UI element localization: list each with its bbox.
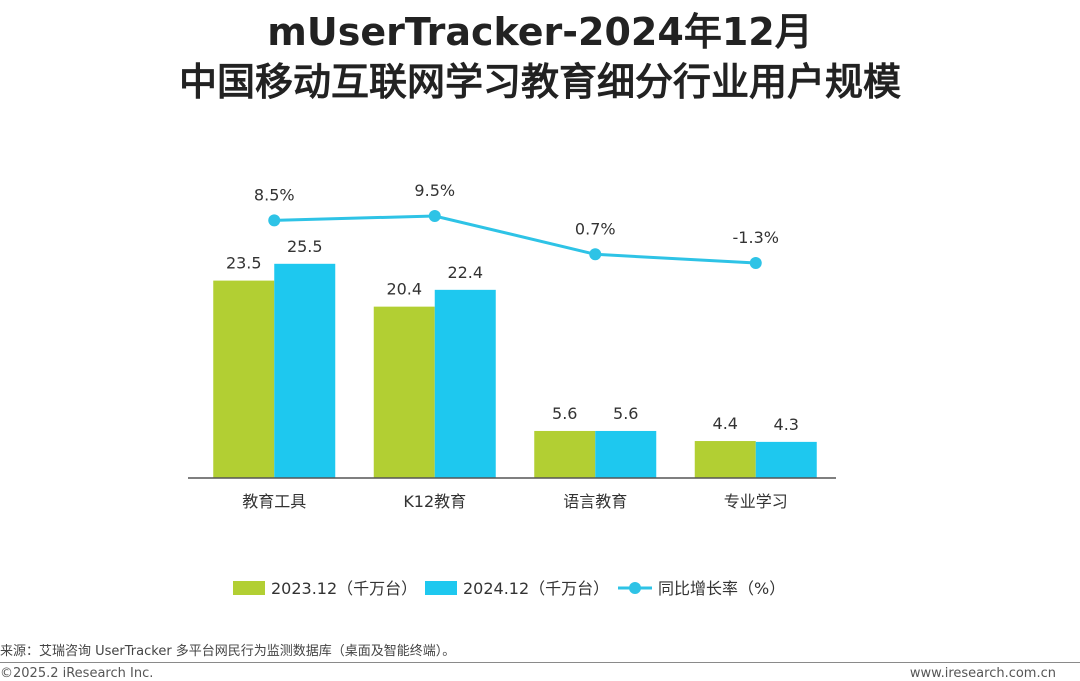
bar-value-label: 20.4 (386, 280, 422, 299)
legend-label: 同比增长率（%） (658, 579, 785, 598)
growth-rate-label: 9.5% (414, 181, 455, 200)
chart-title-line2: 中国移动互联网学习教育细分行业用户规模 (178, 60, 901, 104)
category-tick-label: K12教育 (403, 492, 466, 511)
bar-2023-1 (373, 306, 435, 478)
bar-value-label: 23.5 (226, 254, 262, 273)
growth-rate-label: 0.7% (575, 219, 616, 238)
bar-value-label: 5.6 (613, 404, 638, 423)
growth-rate-label: -1.3% (733, 228, 779, 247)
copyright-text: ©2025.2 iResearch Inc. (0, 666, 154, 681)
legend-swatch-2023 (233, 581, 265, 595)
legend-line-marker (629, 582, 641, 594)
growth-rate-label: 8.5% (254, 185, 295, 204)
growth-rate-point-2 (589, 248, 602, 261)
bar-line-chart: 23.5 25.5 教育工具 20.4 22.4 K12教育 5.6 5.6 语言教育 4.4 4.… (188, 181, 836, 598)
bar-2024-2 (595, 430, 657, 478)
bar-2023-3 (694, 441, 756, 478)
bar-value-label: 22.4 (447, 263, 483, 282)
footer-divider (0, 662, 1080, 663)
legend-label: 2024.12（千万台） (463, 579, 609, 598)
bar-value-label: 5.6 (552, 404, 577, 423)
category-tick-label: 教育工具 (242, 492, 306, 511)
website-text: www.iresearch.com.cn (909, 666, 1056, 681)
growth-rate-line (274, 214, 756, 265)
category-tick-label: 语言教育 (563, 492, 627, 511)
bar-value-label: 4.3 (774, 415, 799, 434)
category-tick-label: 专业学习 (724, 492, 788, 511)
bar-value-label: 25.5 (287, 237, 323, 256)
bar-2024-3 (755, 441, 817, 478)
growth-rate-point-1 (428, 210, 441, 222)
bar-2023-2 (534, 430, 596, 478)
legend-label: 2023.12（千万台） (271, 579, 417, 598)
legend-swatch-2024 (425, 581, 457, 595)
chart-title-line1: mUserTracker-2024年12月 (267, 10, 813, 54)
bar-2023-0 (213, 280, 275, 478)
source-note: 来源：艾瑞咨询 UserTracker 多平台网民行为监测数据库（桌面及智能终端… (0, 644, 456, 659)
growth-rate-point-3 (749, 257, 762, 269)
bar-2024-1 (434, 289, 496, 478)
bar-value-label: 4.4 (713, 414, 738, 433)
bar-2024-0 (274, 263, 336, 478)
growth-rate-point-0 (268, 214, 281, 227)
